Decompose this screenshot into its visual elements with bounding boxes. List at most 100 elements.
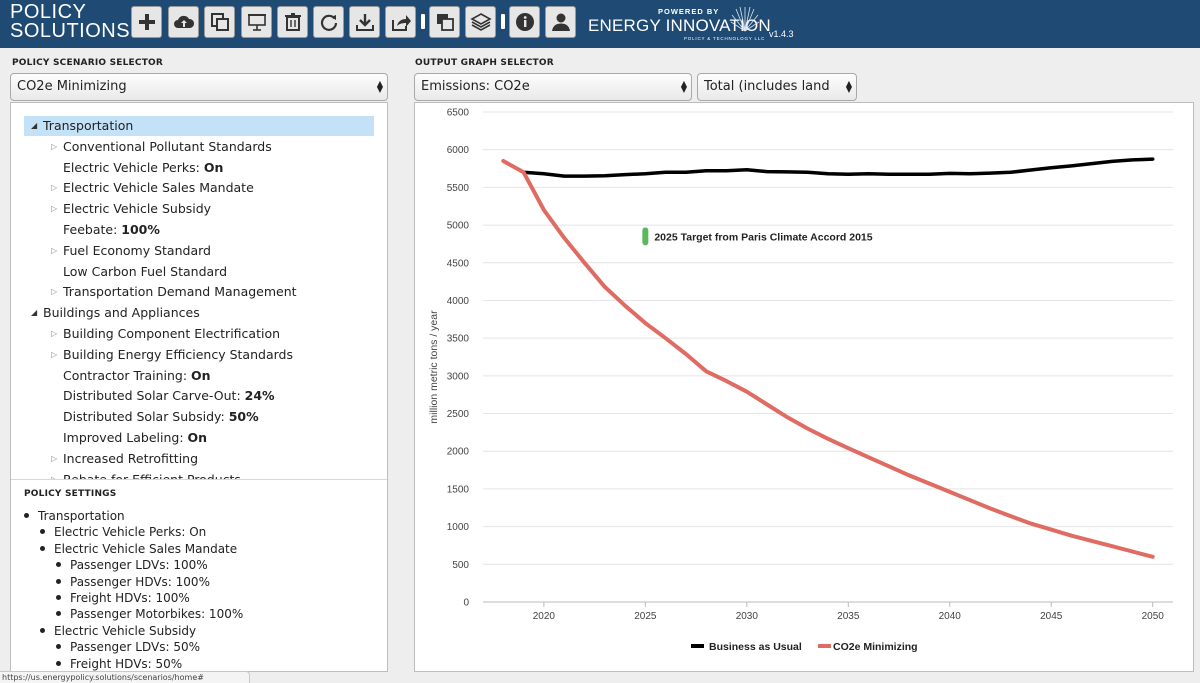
- copy-scenario-button[interactable]: [204, 6, 235, 38]
- policy-setting-item: Freight HDVs: 100%: [56, 590, 190, 606]
- tree-policy-item[interactable]: Low Carbon Fuel Standard: [11, 262, 227, 282]
- collapsed-triangle-icon[interactable]: ▷: [51, 245, 58, 255]
- collapsed-triangle-icon[interactable]: ▷: [51, 349, 58, 359]
- info-button[interactable]: [509, 6, 540, 38]
- tree-item-label: Low Carbon Fuel Standard: [63, 263, 228, 279]
- tree-policy-item[interactable]: Contractor Training: On: [11, 366, 211, 386]
- delete-scenario-button[interactable]: [277, 6, 308, 38]
- target-annotation-label: 2025 Target from Paris Climate Accord 20…: [654, 231, 872, 243]
- layers-button[interactable]: [465, 6, 496, 38]
- save-cloud-button[interactable]: [168, 6, 199, 38]
- select-arrows-icon: ▲ ▼: [680, 79, 687, 94]
- trash-icon: [284, 13, 301, 31]
- share-button[interactable]: [385, 6, 416, 38]
- legend-label: Business as Usual: [709, 641, 802, 653]
- tree-policy-item[interactable]: ▷ Increased Retrofitting: [11, 449, 198, 469]
- bullet-icon: [56, 611, 61, 617]
- info-icon: [515, 13, 534, 31]
- tree-category[interactable]: ◢ Buildings and Appliances: [11, 303, 200, 323]
- cloud-upload-icon: [173, 15, 194, 28]
- policy-setting-text: Electric Vehicle Sales Mandate: [54, 541, 238, 556]
- tree-policy-item[interactable]: Improved Labeling: On: [11, 428, 207, 448]
- tree-policy-item[interactable]: ▷ Electric Vehicle Sales Mandate: [11, 178, 254, 198]
- layers-icon: [469, 13, 492, 31]
- policy-setting-text: Freight HDVs: 100%: [70, 591, 190, 605]
- bullet-icon: [24, 513, 29, 518]
- tree-item-label: Feebate:: [63, 222, 122, 237]
- tree-item-label: Increased Retrofitting: [63, 450, 199, 466]
- tree-policy-item[interactable]: ▷Rebate for Efficient Products: [11, 470, 241, 479]
- x-tick-label: 2040: [939, 611, 962, 622]
- output-subgraph-select[interactable]: Total (includes land use) ▲▼: [697, 73, 857, 120]
- policy-scenario-value: CO2e Minimizing: [17, 79, 127, 94]
- refresh-icon: [320, 14, 337, 31]
- x-tick-label: 2035: [837, 611, 860, 622]
- tree-item-label: Rebate for Efficient Products: [63, 472, 241, 479]
- tree-policy-item[interactable]: Distributed Solar Subsidy: 50%: [11, 407, 259, 427]
- toolbar-separator: [421, 14, 425, 29]
- tree-category[interactable]: ◢ Transportation: [24, 116, 374, 136]
- y-tick-label: 4500: [447, 258, 470, 269]
- collapsed-triangle-icon[interactable]: ▷: [51, 453, 58, 463]
- policy-setting-item: Electric Vehicle Subsidy: [40, 623, 196, 639]
- new-scenario-button[interactable]: [131, 6, 162, 38]
- download-icon: [355, 14, 374, 31]
- y-tick-label: 4000: [447, 296, 470, 307]
- collapsed-triangle-icon[interactable]: ▷: [51, 204, 58, 214]
- collapsed-triangle-icon[interactable]: ▷: [51, 183, 58, 193]
- policy-setting-text: Electric Vehicle Perks: On: [54, 525, 207, 540]
- policy-setting-item: Electric Vehicle Perks: On: [40, 524, 206, 540]
- tree-policy-item[interactable]: Electric Vehicle Perks: On: [11, 158, 223, 178]
- tree-policy-item[interactable]: ▷ Building Component Electrification: [11, 324, 280, 344]
- tree-policy-item[interactable]: Feebate: 100%: [11, 220, 160, 240]
- tree-item-label: Transportation Demand Management: [63, 284, 297, 300]
- bullet-icon: [56, 595, 61, 600]
- panel-divider: [11, 479, 387, 480]
- policy-setting-text: Passenger HDVs: 100%: [70, 574, 210, 589]
- collapsed-triangle-icon[interactable]: ▷: [51, 470, 63, 479]
- policy-setting-item: Transportation: [24, 508, 125, 524]
- tree-policy-item[interactable]: ▷ Conventional Pollutant Standards: [11, 137, 272, 157]
- x-tick-label: 2030: [736, 611, 759, 622]
- y-tick-label: 500: [452, 560, 469, 571]
- tree-policy-item[interactable]: ▷ Fuel Economy Standard: [11, 241, 211, 261]
- app-logo[interactable]: POLICY SOLUTIONS: [10, 1, 130, 41]
- tree-item-value: 24%: [244, 388, 275, 404]
- tree-item-value: 100%: [121, 222, 160, 237]
- collapsed-triangle-icon[interactable]: ▷: [51, 141, 58, 151]
- target-marker: [642, 227, 649, 246]
- tree-policy-item[interactable]: Distributed Solar Carve-Out: 24%: [11, 386, 275, 406]
- present-button[interactable]: [241, 6, 272, 38]
- tree-item-label: Transportation: [43, 118, 134, 133]
- tree-item-label: Distributed Solar Carve-Out:: [63, 388, 245, 404]
- legend-label: CO2e Minimizing: [833, 641, 918, 653]
- compare-windows-button[interactable]: [429, 6, 460, 38]
- policy-scenario-select[interactable]: CO2e Minimizing ▲ ▼: [10, 73, 388, 101]
- expanded-triangle-icon[interactable]: ◢: [31, 121, 38, 130]
- graph-panel: 0 500 1000 1500 2000 2500 3000 3500 4000 4500 5000…: [414, 102, 1194, 672]
- tree-policy-item[interactable]: ▷ Electric Vehicle Subsidy: [11, 199, 211, 219]
- expanded-triangle-icon[interactable]: ◢: [31, 308, 38, 318]
- top-toolbar: POLICY SOLUTIONS POWERED BY ENERGY INNOV…: [0, 0, 1200, 48]
- select-arrows-icon: ▲ ▼: [376, 79, 383, 94]
- reset-button[interactable]: [313, 6, 344, 38]
- logo-line1: POLICY: [10, 1, 87, 23]
- series-line-business-as-usual: [521, 157, 1155, 178]
- output-graph-select[interactable]: Emissions: CO2e ▲ ▼: [414, 73, 692, 101]
- y-axis-label: million metric tons / year: [428, 310, 440, 424]
- collapsed-triangle-icon[interactable]: ▷: [51, 287, 58, 297]
- user-icon: [551, 13, 570, 31]
- tree-item-label: Building Energy Efficiency Standards: [63, 346, 293, 362]
- x-tick-label: 2050: [1142, 611, 1165, 622]
- tree-item-value: 50%: [228, 409, 259, 425]
- tree-policy-item[interactable]: ▷ Building Energy Efficiency Standards: [11, 345, 293, 365]
- policy-panel: ◢ Transportation ▷ Conventional Pollutant S…: [10, 102, 388, 672]
- user-account-button[interactable]: [545, 6, 576, 38]
- tree-item-label: Contractor Training:: [63, 367, 192, 383]
- download-button[interactable]: [349, 6, 380, 38]
- tree-policy-item[interactable]: ▷ Transportation Demand Management: [11, 282, 297, 302]
- bullet-icon: [56, 644, 61, 650]
- collapsed-triangle-icon[interactable]: ▷: [51, 329, 58, 338]
- tree-item-label: Electric Vehicle Sales Mandate: [63, 180, 254, 196]
- policy-setting-text: Freight HDVs: 50%: [70, 656, 183, 671]
